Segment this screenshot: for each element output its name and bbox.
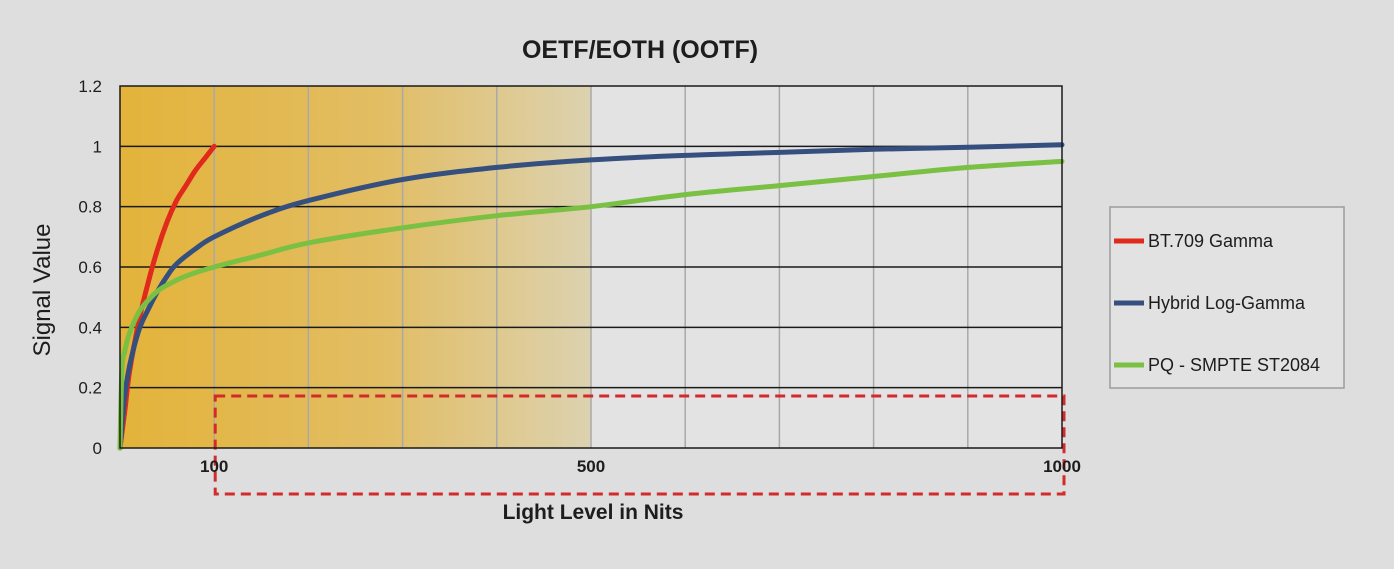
y-tick-label: 0.6 (78, 258, 102, 277)
y-tick-label: 1.2 (78, 77, 102, 96)
x-tick-label: 500 (577, 457, 605, 476)
chart-title: OETF/EOTH (OOTF) (522, 36, 758, 64)
legend-label: PQ - SMPTE ST2084 (1148, 355, 1320, 375)
legend-box (1109, 206, 1345, 389)
highlight-dashed-box (213, 394, 1066, 496)
y-tick-label: 0.2 (78, 379, 102, 398)
x-tick-label: 1000 (1043, 457, 1081, 476)
y-tick-label: 1 (93, 137, 102, 156)
legend-label: Hybrid Log-Gamma (1148, 293, 1306, 313)
y-axis-label: Signal Value (29, 224, 56, 357)
y-tick-label: 0.8 (78, 198, 102, 217)
y-tick-label: 0 (93, 439, 102, 458)
series-line-1 (117, 142, 1065, 451)
legend-label: BT.709 Gamma (1148, 231, 1274, 251)
x-tick-label: 100 (200, 457, 228, 476)
y-tick-label: 0.4 (78, 318, 102, 337)
plot-frame (119, 85, 1063, 449)
x-axis-label: Light Level in Nits (503, 501, 684, 524)
series-line-2 (117, 158, 1065, 451)
legend: BT.709 Gamma Hybrid Log-Gamma PQ - SMPTE S… (1109, 206, 1345, 389)
